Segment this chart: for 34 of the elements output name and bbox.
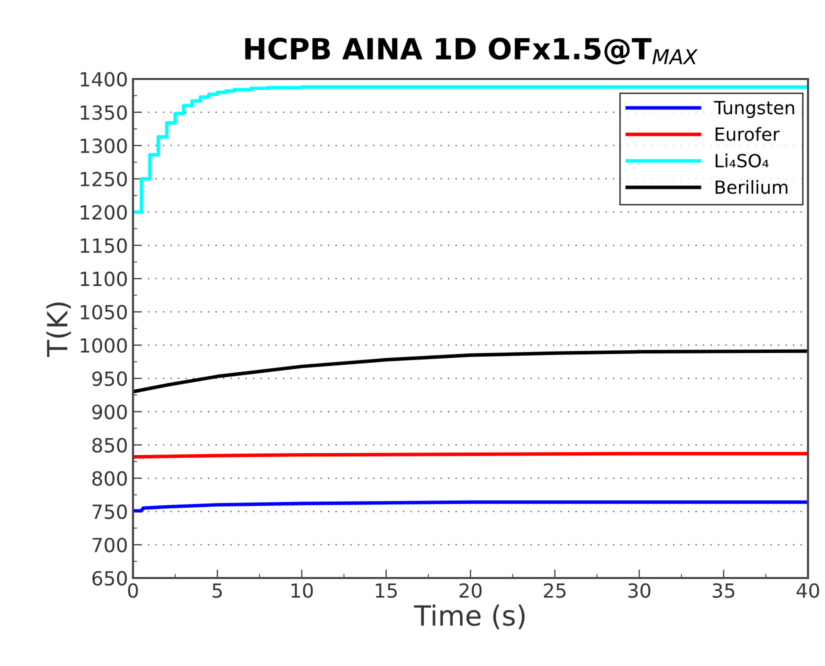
x-tick-label: 0 <box>128 583 138 598</box>
y-tick-label: 700 <box>92 538 127 552</box>
legend-label: Li₄SO₄ <box>716 154 769 168</box>
y-tick-label: 1300 <box>80 138 127 154</box>
x-tick-label: 25 <box>544 583 566 598</box>
legend-label: Eurofer <box>716 127 780 141</box>
y-tick-label: 1050 <box>80 304 127 320</box>
y-tick-label: 1000 <box>80 338 127 353</box>
legend-label: Tungsten <box>714 101 794 118</box>
y-tick-label: 900 <box>92 404 127 420</box>
y-tick-label: 1250 <box>80 172 127 186</box>
y-tick-label: 1100 <box>80 272 127 286</box>
legend-label: Berilium <box>716 180 788 194</box>
y-tick-label: 850 <box>92 438 127 453</box>
chart-title: HCPB AINA 1D OFx1.5@T$_{MAX}$ <box>245 38 698 64</box>
x-tick-label: 20 <box>460 583 482 598</box>
line-series <box>133 500 808 513</box>
y-axis-title: T(K) <box>46 302 71 358</box>
x-tick-label: 40 <box>796 583 820 598</box>
x-axis-title: Time (s) <box>414 604 525 630</box>
x-tick-label: 35 <box>712 583 734 598</box>
x-tick-label: 10 <box>292 583 313 598</box>
x-tick-label: 15 <box>376 583 397 598</box>
y-tick-label: 1200 <box>80 205 127 220</box>
y-tick-label: 1400 <box>80 72 127 87</box>
y-tick-label: 950 <box>92 371 127 386</box>
x-tick-label: 30 <box>628 583 650 598</box>
y-tick-label: 650 <box>92 570 127 586</box>
y-tick-label: 1350 <box>80 105 127 120</box>
y-tick-label: 800 <box>92 471 127 486</box>
x-tick-label: 5 <box>212 583 222 598</box>
y-tick-label: 750 <box>92 504 127 520</box>
line-series <box>133 349 808 394</box>
y-tick-label: 1150 <box>80 238 127 253</box>
